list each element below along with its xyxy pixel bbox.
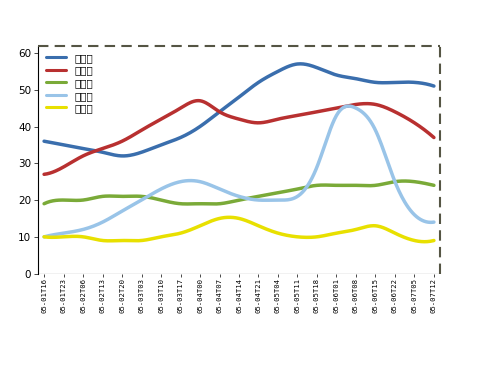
심상정	[291, 234, 296, 239]
안철수	[182, 202, 187, 206]
문재인	[329, 71, 335, 76]
문재인	[41, 139, 47, 144]
홍준표	[238, 117, 244, 122]
문재인	[183, 133, 188, 138]
안철수	[431, 183, 437, 188]
안철수	[238, 197, 244, 202]
홍준표	[431, 135, 437, 140]
심상정	[92, 237, 98, 241]
심상정	[431, 238, 437, 243]
심상정	[256, 223, 261, 228]
홍준표	[195, 98, 201, 103]
Legend: 문재인, 홍준표, 안철수, 유승민, 심상정: 문재인, 홍준표, 안철수, 유승민, 심상정	[43, 51, 96, 116]
Line: 문재인: 문재인	[44, 64, 434, 156]
문재인	[297, 62, 303, 66]
문재인	[256, 80, 261, 85]
문재인	[431, 84, 437, 88]
유승민	[290, 196, 295, 201]
안철수	[256, 194, 261, 199]
안철수	[328, 183, 334, 187]
Line: 홍준표: 홍준표	[44, 101, 434, 174]
홍준표	[256, 120, 261, 125]
안철수	[210, 202, 216, 206]
안철수	[41, 201, 47, 206]
심상정	[182, 230, 187, 234]
심상정	[238, 217, 244, 221]
유승민	[41, 234, 47, 239]
홍준표	[41, 172, 47, 177]
홍준표	[92, 149, 98, 154]
유승민	[345, 104, 351, 108]
유승민	[255, 198, 261, 202]
유승민	[92, 223, 98, 228]
심상정	[421, 239, 427, 244]
문재인	[92, 148, 98, 153]
유승민	[431, 220, 437, 225]
문재인	[120, 154, 126, 158]
안철수	[402, 179, 408, 183]
심상정	[328, 232, 334, 237]
문재인	[291, 62, 296, 67]
홍준표	[182, 103, 187, 108]
심상정	[227, 215, 232, 220]
Line: 유승민: 유승민	[44, 106, 434, 237]
홍준표	[291, 114, 296, 119]
안철수	[291, 188, 296, 192]
심상정	[41, 234, 47, 239]
Line: 안철수: 안철수	[44, 181, 434, 204]
유승민	[327, 129, 333, 133]
안철수	[92, 195, 98, 200]
문재인	[238, 93, 244, 98]
유승민	[237, 195, 243, 199]
Line: 심상정: 심상정	[44, 217, 434, 242]
홍준표	[328, 107, 334, 112]
유승민	[182, 179, 187, 183]
